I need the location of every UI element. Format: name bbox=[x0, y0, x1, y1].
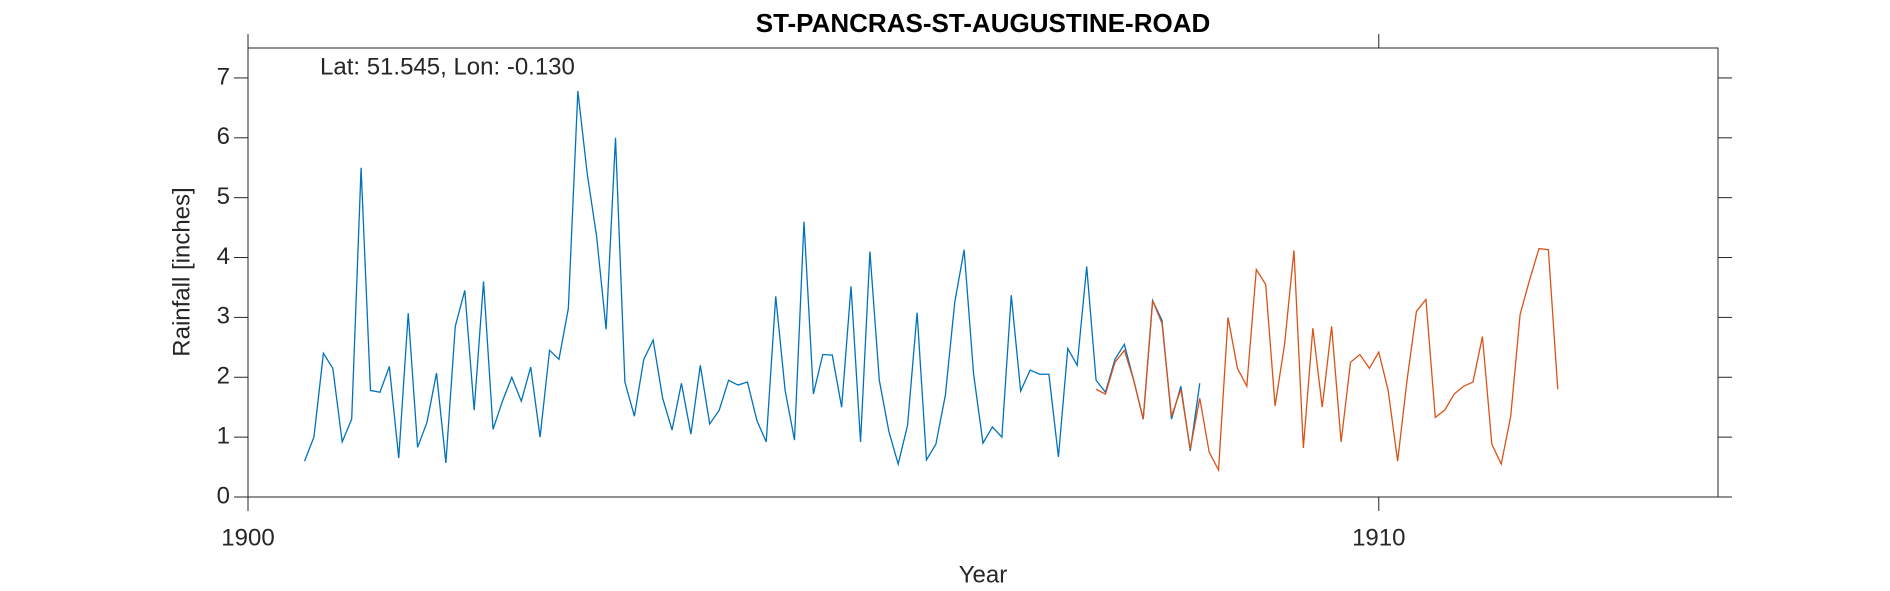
x-tick-label: 1900 bbox=[221, 524, 274, 551]
y-axis-label: Rainfall [inches] bbox=[168, 187, 195, 356]
y-tick-label: 1 bbox=[217, 422, 230, 449]
axes-box bbox=[247, 47, 1719, 498]
series-line bbox=[1095, 247, 1559, 473]
y-tick-label: 5 bbox=[217, 183, 230, 210]
y-tick-label: 6 bbox=[217, 123, 230, 150]
annotation: Lat: 51.545, Lon: -0.130 bbox=[320, 53, 575, 80]
y-tick-label: 2 bbox=[217, 363, 230, 390]
y-tick-label: 4 bbox=[217, 243, 230, 270]
chart-title: ST-PANCRAS-ST-AUGUSTINE-ROAD bbox=[756, 8, 1211, 38]
series-line bbox=[303, 91, 1201, 467]
y-tick-label: 3 bbox=[217, 303, 230, 330]
y-tick-label: 0 bbox=[217, 482, 230, 509]
x-tick-label: 1910 bbox=[1352, 524, 1405, 551]
x-axis-label: Year bbox=[959, 561, 1008, 588]
y-tick-label: 7 bbox=[217, 63, 230, 90]
